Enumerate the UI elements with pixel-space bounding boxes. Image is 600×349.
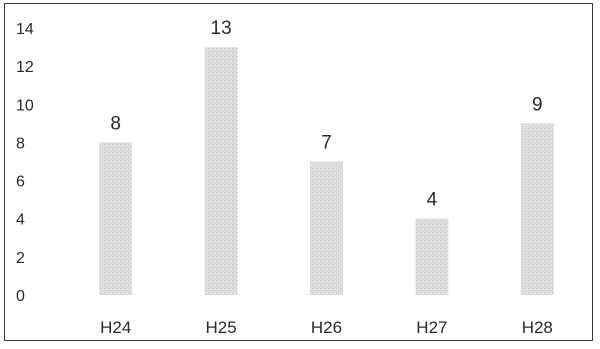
y-axis-ticks: 0 2 4 6 8 10 12 14 bbox=[16, 21, 34, 305]
bar-H26 bbox=[310, 161, 343, 295]
data-label-H28: 9 bbox=[532, 94, 543, 115]
x-tick-label-H28: H28 bbox=[522, 318, 553, 337]
bar-H25 bbox=[204, 47, 238, 296]
bar-H28 bbox=[520, 123, 554, 295]
x-tick-label-H25: H25 bbox=[206, 318, 237, 337]
y-tick-label: 4 bbox=[16, 212, 25, 229]
y-tick-label: 6 bbox=[16, 174, 25, 191]
bar-H27 bbox=[415, 218, 449, 295]
data-label-H24: 8 bbox=[110, 113, 121, 134]
data-label-H25: 13 bbox=[211, 18, 232, 39]
data-labels: 8 13 7 4 9 bbox=[110, 18, 542, 211]
data-label-H26: 7 bbox=[321, 133, 332, 154]
data-label-H27: 4 bbox=[427, 190, 438, 211]
y-tick-label: 12 bbox=[16, 59, 34, 76]
x-tick-label-H24: H24 bbox=[100, 318, 131, 337]
y-tick-label: 2 bbox=[16, 250, 25, 267]
bar-H24 bbox=[99, 142, 133, 295]
x-tick-label-H26: H26 bbox=[311, 318, 342, 337]
y-tick-label: 8 bbox=[16, 135, 25, 152]
y-tick-label: 0 bbox=[16, 288, 25, 305]
y-tick-label: 14 bbox=[16, 21, 34, 38]
bars bbox=[99, 47, 554, 296]
y-tick-label: 10 bbox=[16, 97, 34, 114]
x-tick-label-H27: H27 bbox=[416, 318, 447, 337]
x-axis-labels: H24 H25 H26 H27 H28 bbox=[100, 318, 553, 337]
